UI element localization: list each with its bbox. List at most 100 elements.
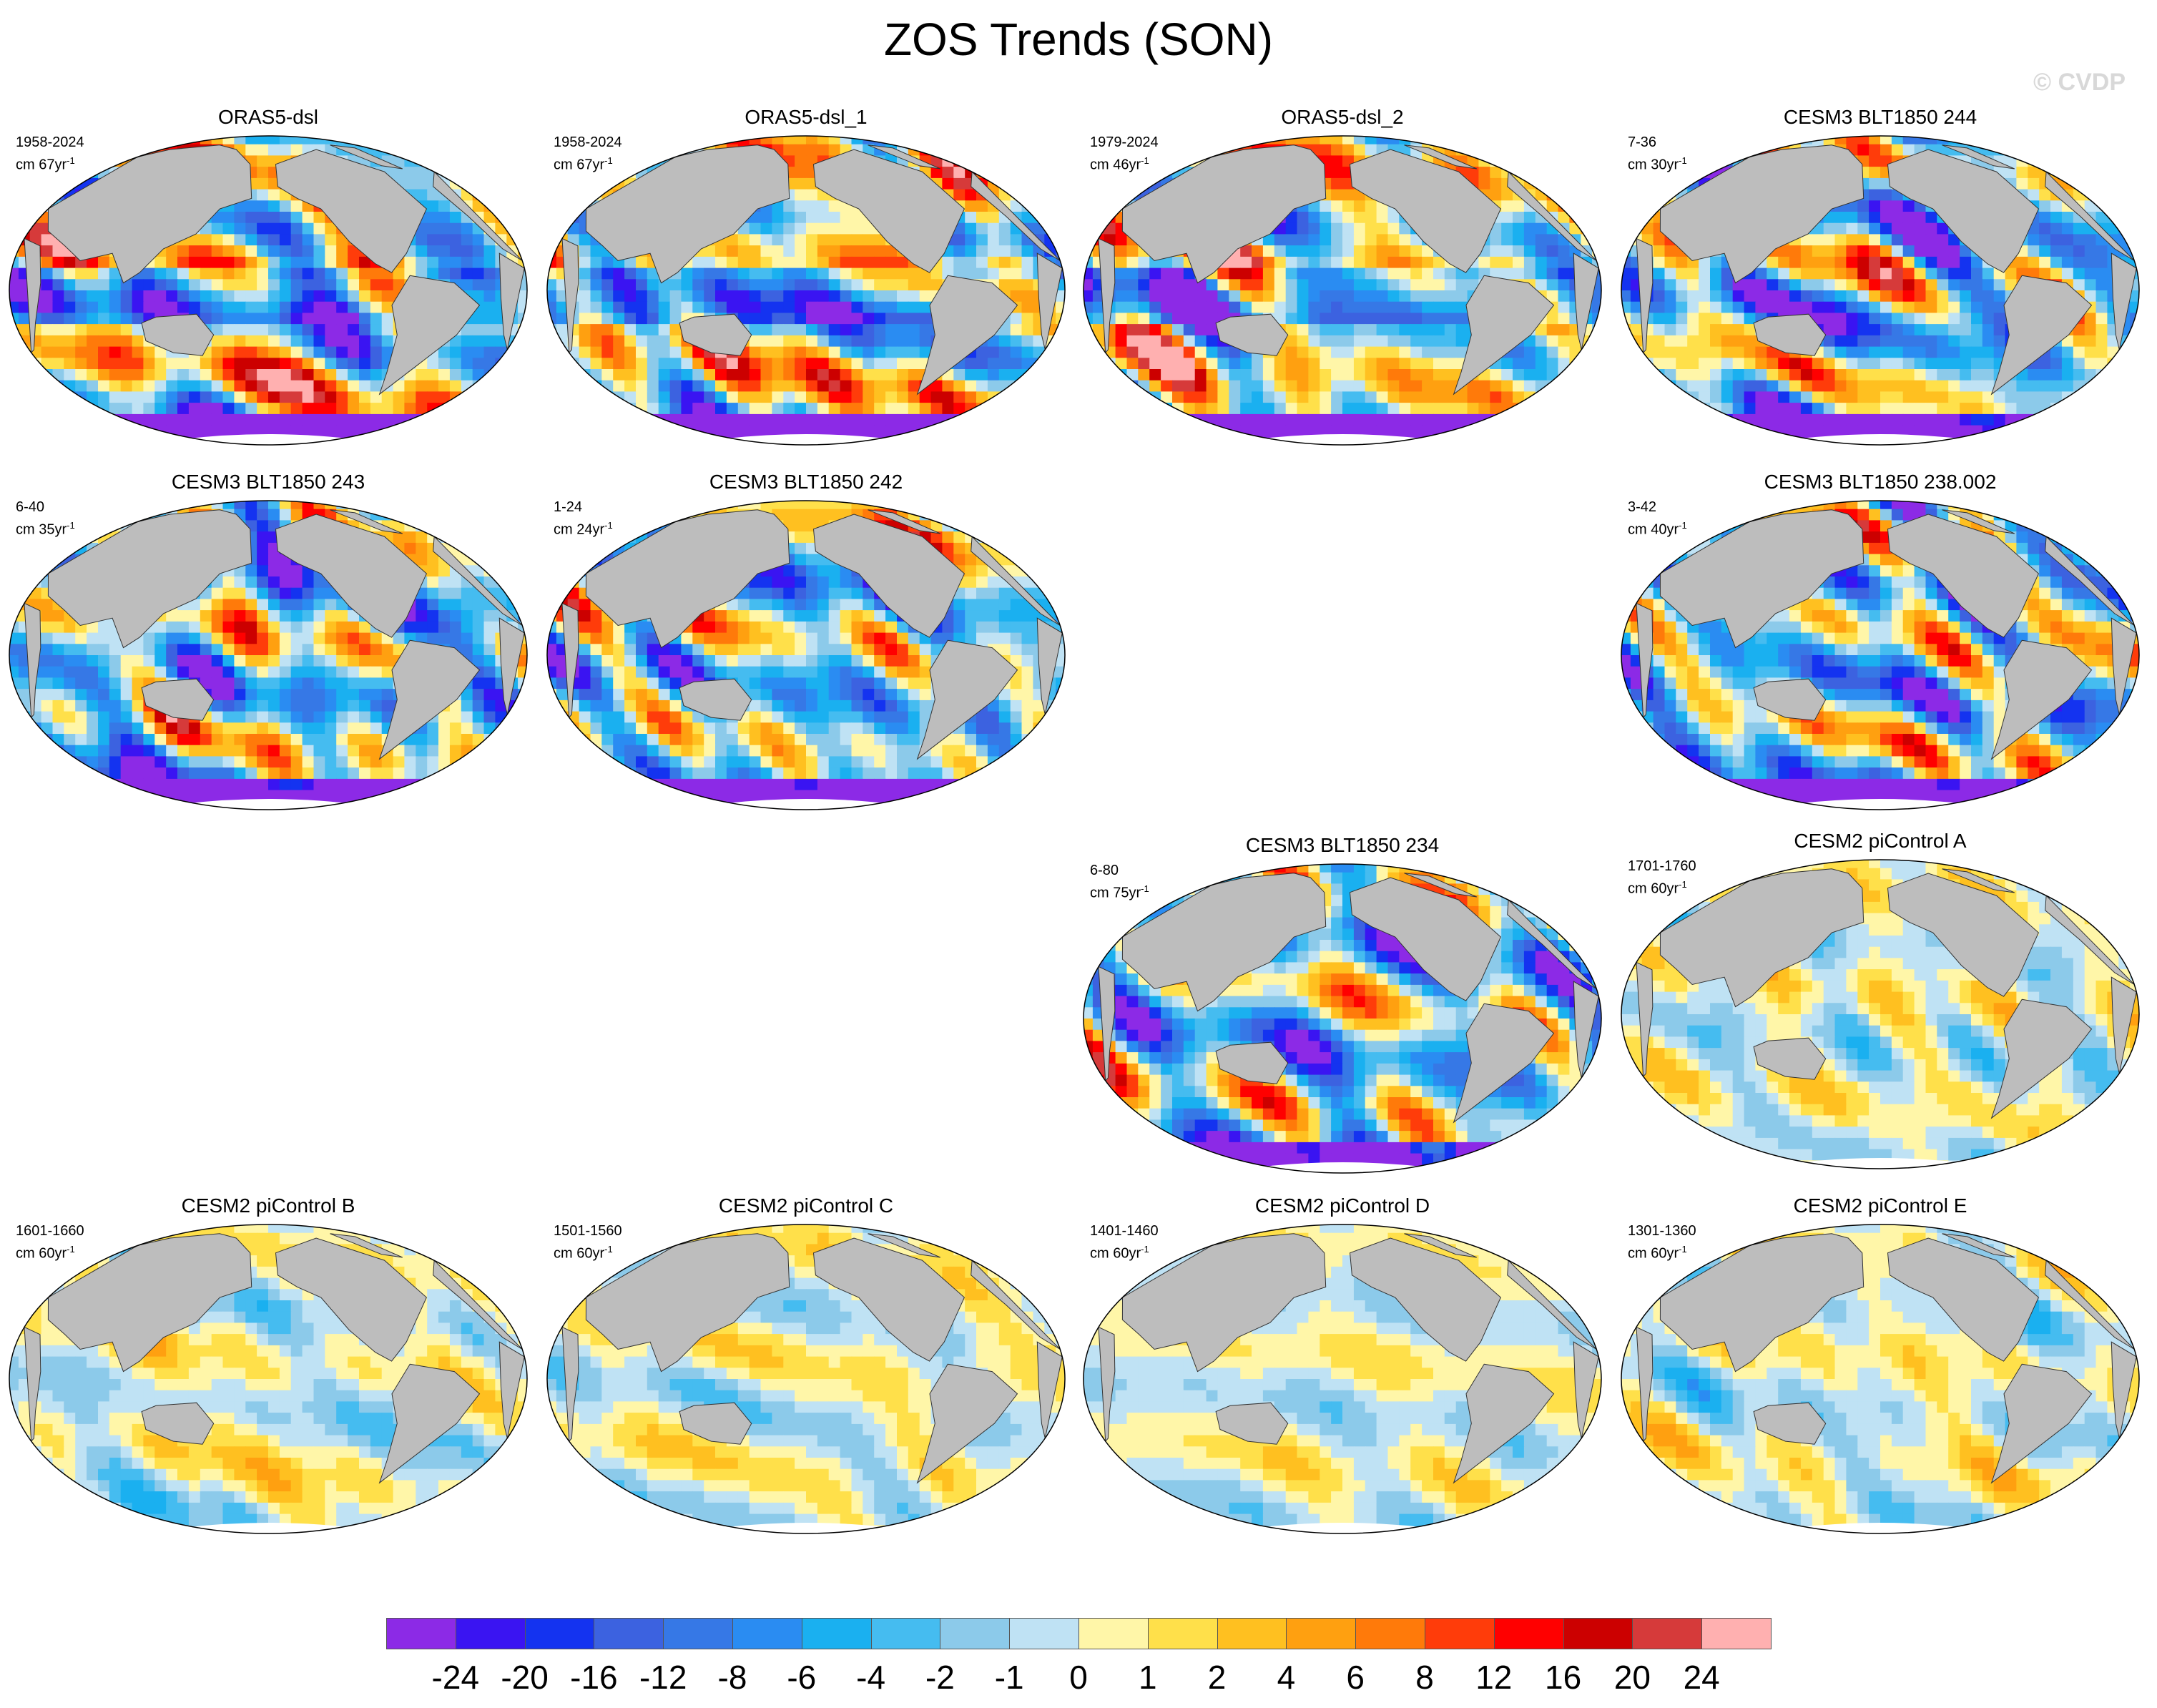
trend-cell (1857, 136, 1869, 145)
trend-cell (692, 268, 704, 280)
trend-cell (1490, 369, 1502, 381)
trend-cell (98, 136, 110, 145)
trend-cell (1834, 301, 1847, 313)
trend-cell (601, 144, 614, 156)
trend-cell (1308, 413, 1320, 426)
trend-cell (1138, 155, 1150, 167)
trend-cell (965, 245, 977, 257)
trend-cell (885, 136, 898, 145)
trend-cell (29, 403, 42, 415)
trend-cell (1937, 136, 1949, 145)
trend-cell (2084, 245, 2097, 257)
trend-cell (41, 234, 54, 246)
trend-cell (1812, 268, 1824, 280)
trend-cell (188, 301, 201, 313)
trend-cell (953, 369, 966, 381)
trend-cell (1641, 177, 1654, 190)
trend-cell (976, 391, 988, 403)
trend-cell (268, 234, 280, 246)
trend-cell (1044, 391, 1056, 403)
trend-cell (1902, 301, 1915, 313)
trend-cell (828, 380, 841, 392)
trend-cell (692, 358, 704, 370)
trend-cell (1546, 313, 1559, 325)
trend-cell (1699, 346, 1711, 358)
trend-cell (1320, 256, 1332, 269)
trend-cell (1444, 369, 1457, 381)
trend-cell (1812, 136, 1824, 145)
trend-cell (154, 279, 167, 291)
trend-cell (556, 436, 569, 445)
trend-cell (851, 301, 863, 313)
trend-cell (806, 391, 818, 403)
trend-cell (1621, 358, 1631, 370)
trend-cell (1115, 358, 1128, 370)
trend-cell (64, 369, 76, 381)
trend-cell (636, 358, 648, 370)
trend-cell (2130, 189, 2139, 201)
trend-cell (1342, 413, 1355, 426)
trend-cell (325, 380, 337, 392)
trend-cell (1621, 167, 1631, 179)
trend-cell (222, 403, 235, 415)
trend-cell (2107, 155, 2119, 167)
trend-cell (1353, 136, 1366, 145)
trend-cell (290, 335, 303, 348)
trend-cell (1823, 313, 1836, 325)
trend-cell (1308, 403, 1320, 415)
trend-cell (1433, 335, 1445, 348)
trend-cell (556, 369, 569, 381)
trend-cell (1869, 189, 1881, 201)
trend-cell (1664, 256, 1676, 269)
trend-cell (1558, 391, 1570, 403)
trend-cell (483, 212, 496, 224)
trend-cell (200, 279, 212, 291)
trend-cell (1252, 256, 1264, 269)
trend-cell (1365, 346, 1377, 358)
trend-cell (1308, 222, 1320, 235)
trend-cell (98, 290, 110, 303)
trend-cell (1558, 155, 1570, 167)
trend-cell (1902, 369, 1915, 381)
trend-cell (1937, 358, 1949, 370)
trend-cell (1172, 369, 1184, 381)
trend-cell (211, 301, 224, 313)
trend-cell (715, 279, 727, 291)
trend-cell (1285, 369, 1298, 381)
trend-cell (234, 279, 246, 291)
trend-cell (1755, 290, 1767, 303)
trend-cell (518, 200, 527, 212)
trend-cell (1331, 290, 1343, 303)
trend-cell (1399, 413, 1411, 426)
trend-cell (1513, 268, 1525, 280)
trend-cell (772, 324, 784, 336)
trend-cell (2084, 200, 2097, 212)
trend-cell (1342, 279, 1355, 291)
trend-cell (1960, 313, 1972, 325)
trend-cell (1664, 279, 1676, 291)
trend-cell (1172, 136, 1184, 145)
trend-cell (472, 391, 485, 403)
trend-cell (2073, 234, 2085, 246)
trend-cell (1653, 313, 1666, 325)
trend-cell (1676, 279, 1688, 291)
trend-cell (1982, 268, 1995, 280)
trend-cell (1513, 234, 1525, 246)
trend-cell (1410, 245, 1423, 257)
trend-cell (257, 324, 269, 336)
trend-cell (1857, 234, 1869, 246)
trend-cell (1513, 346, 1525, 358)
trend-cell (348, 391, 360, 403)
trend-cell (154, 346, 167, 358)
trend-cell (120, 324, 133, 336)
trend-cell (965, 234, 977, 246)
trend-cell (908, 346, 920, 358)
trend-cell (1240, 256, 1252, 269)
trend-cell (1960, 324, 1972, 336)
trend-cell (874, 369, 886, 381)
trend-cell (1010, 324, 1023, 336)
trend-cell (1021, 189, 1033, 201)
trend-cell (302, 279, 315, 291)
trend-cell (1056, 403, 1065, 415)
trend-cell (647, 380, 659, 392)
